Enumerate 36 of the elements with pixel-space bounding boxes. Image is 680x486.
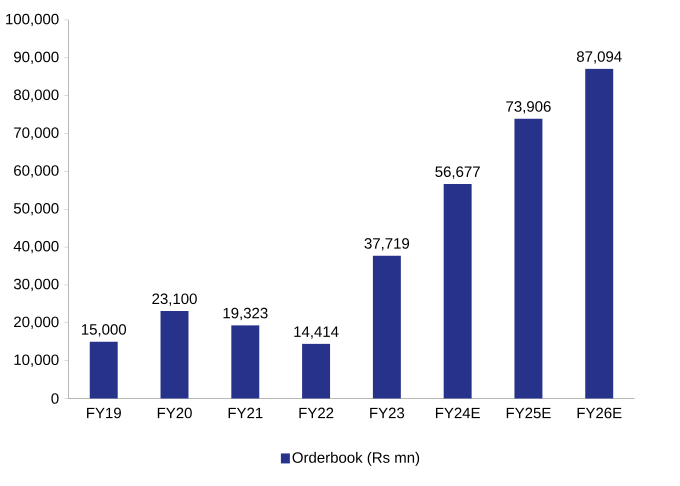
x-tick-label: FY21 [228,407,262,418]
y-tick-label: 70,000 [14,127,59,140]
x-tick-label: FY24E [436,407,480,418]
bar [514,118,542,398]
y-tick-label: 0 [51,393,59,404]
y-tick-label: 90,000 [14,51,59,64]
x-tick-label: FY25E [506,407,551,418]
bar [160,310,188,398]
data-label: 73,906 [506,100,551,114]
bar [444,184,472,398]
legend-label: Orderbook (Rs mn) [292,452,420,466]
bar [585,68,614,398]
bar [372,256,401,398]
x-tick-label: FY20 [158,407,192,418]
y-tick-label: 80,000 [14,89,59,102]
data-label: 87,094 [576,51,622,64]
y-tick-label: 60,000 [14,165,59,178]
y-tick-label: 30,000 [14,278,59,291]
bar [90,342,118,398]
x-tick-label: FY26E [578,407,622,418]
y-tick-label: 40,000 [14,240,59,254]
x-tick-label: FY22 [299,407,334,418]
bar [231,325,260,398]
data-label: 15,000 [82,324,126,336]
bar [302,344,330,398]
x-tick-label: FY19 [87,407,121,418]
x-tick-label: FY23 [370,407,404,418]
data-label: 56,677 [435,166,480,179]
data-label: 19,323 [224,308,268,320]
data-label: 23,100 [152,293,197,306]
data-label: 37,719 [364,238,410,250]
y-tick-label: 50,000 [14,202,59,216]
y-tick-label: 10,000 [14,354,59,367]
y-tick-label: 20,000 [14,316,59,329]
y-tick-label: 100,000 [6,14,59,26]
data-label: 14,414 [294,326,339,339]
